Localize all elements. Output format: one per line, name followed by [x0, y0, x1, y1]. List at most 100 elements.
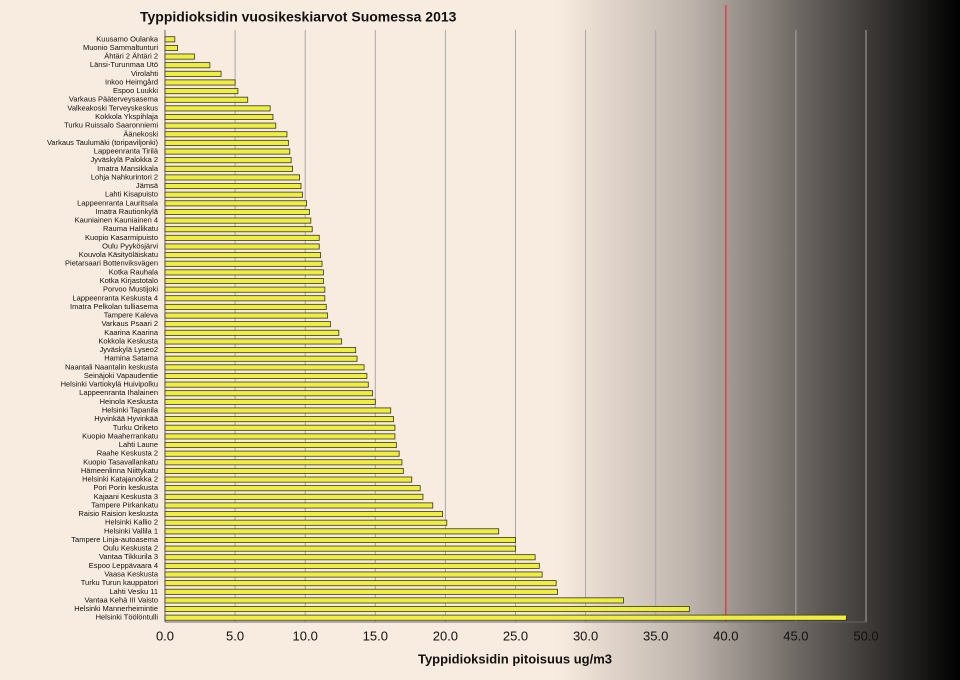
y-tick-label: Ähtäri 2 Ähtäri 2	[104, 52, 158, 61]
chart-title: Typpidioksidin vuosikeskiarvot Suomessa …	[140, 9, 457, 25]
y-tick-label: Kotka Rauhala	[109, 267, 159, 276]
y-tick-label: Imatra Rautionkylä	[95, 207, 158, 216]
bar	[164, 44, 179, 51]
bar	[164, 269, 324, 276]
y-tick-label: Jyväskylä Palokka 2	[90, 155, 158, 164]
bar	[164, 208, 310, 215]
y-tick-label: Lappeenranta Keskusta 4	[73, 293, 158, 302]
bar	[164, 62, 211, 69]
bar	[164, 450, 400, 457]
bar	[164, 312, 329, 319]
y-tick-label: Helsinki Vallila 1	[104, 526, 158, 535]
y-tick-label: Kuusamo Oulanka	[96, 34, 159, 43]
bar	[164, 493, 424, 500]
y-tick-label: Kouvola Käsityöläiskatu	[79, 250, 158, 259]
y-tick-label: Vantaa Tikkurila 3	[99, 552, 158, 561]
y-tick-label: Lappeenranta Lauritsala	[77, 198, 159, 207]
bar	[164, 131, 288, 138]
y-tick-label: Muonio Sammaltunturi	[83, 43, 158, 52]
bar	[164, 200, 308, 207]
y-tick-label: Helsinki Mannerheimintie	[74, 604, 158, 613]
y-tick-label: Lappeenranta Tirilä	[94, 147, 159, 156]
y-tick-label: Helsinki Töölöntulli	[96, 613, 159, 622]
y-tick-label: Imatra Mansikkala	[97, 164, 159, 173]
bar	[164, 88, 239, 95]
y-tick-label: Valkeakoski Terveyskeskus	[67, 103, 158, 112]
bar	[164, 234, 320, 241]
y-tick-label: Jyväskylä Lyseo2	[100, 345, 159, 354]
x-tick-label: 10.0	[293, 628, 318, 643]
bar	[164, 459, 403, 466]
y-tick-label: Heinola Keskusta	[100, 397, 159, 406]
bar	[164, 485, 421, 492]
bar	[164, 122, 277, 129]
y-tick-label: Kajaani Keskusta 3	[94, 492, 158, 501]
y-tick-label: Varkaus Psaari 2	[101, 319, 158, 328]
bar	[164, 303, 327, 310]
bar	[164, 511, 443, 518]
y-tick-label: Virolahti	[131, 69, 158, 78]
bar	[164, 476, 413, 483]
bar	[164, 519, 448, 526]
bar	[164, 545, 516, 552]
x-tick-label: 50.0	[853, 628, 878, 643]
x-tick-label: 20.0	[433, 628, 458, 643]
y-tick-label: Turku Oriketo	[113, 423, 158, 432]
y-tick-label: Lahti Kisapuisto	[105, 190, 158, 199]
bar	[164, 338, 343, 345]
y-tick-label: Helsinki Vartiokylä Huivipolku	[61, 380, 158, 389]
y-tick-label: Äänekoski	[123, 129, 158, 138]
bar	[164, 372, 368, 379]
y-tick-label: Imatra Pelkolan tulliasema	[70, 302, 159, 311]
bar	[164, 295, 326, 302]
bar	[164, 157, 292, 164]
x-tick-label: 30.0	[573, 628, 598, 643]
bar	[164, 321, 331, 328]
x-tick-label: 40.0	[713, 628, 738, 643]
y-tick-label: Seinäjoki Vapaudentie	[84, 371, 158, 380]
y-tick-label: Turku Turun kauppatori	[81, 578, 159, 587]
bar	[164, 286, 326, 293]
bar	[164, 105, 271, 112]
y-tick-label: Hämeenlinna Niittykatu	[81, 466, 158, 475]
bar	[164, 355, 358, 362]
bar	[164, 226, 313, 233]
bar	[164, 96, 249, 103]
x-tick-label: 15.0	[363, 628, 388, 643]
x-tick-label: 35.0	[643, 628, 668, 643]
y-tick-label: Tampere Pirkankatu	[91, 500, 158, 509]
y-tick-label: Hyvinkää Hyvinkää	[94, 414, 159, 423]
y-tick-label: Espoo Luukki	[113, 86, 158, 95]
y-tick-label: Tampere Kaleva	[104, 311, 159, 320]
y-tick-label: Lahti Vesku 11	[109, 587, 158, 596]
bar	[164, 217, 312, 224]
y-tick-label: Oulu Pyykösjärvi	[102, 241, 158, 250]
bar	[164, 252, 322, 259]
bar	[164, 79, 236, 86]
x-tick-label: 45.0	[783, 628, 808, 643]
bar	[164, 139, 289, 146]
bar	[164, 165, 293, 172]
y-tick-label: Kokkola Ykspihlaja	[95, 112, 159, 121]
y-tick-label: Kauniainen Kauniainen 4	[75, 216, 158, 225]
bar	[164, 36, 176, 43]
y-tick-label: Pietarsaari Bottenviksvägen	[65, 259, 158, 268]
bar	[164, 329, 340, 336]
y-tick-label: Kuopio Kasarmipuisto	[85, 233, 158, 242]
y-tick-label: Jämsä	[136, 181, 159, 190]
bar	[164, 614, 847, 621]
bar	[164, 53, 195, 60]
y-tick-label: Espoo Leppävaara 4	[89, 561, 158, 570]
bar	[164, 243, 320, 250]
bar	[164, 588, 558, 595]
y-tick-label: Kotka Kirjastotalo	[100, 276, 158, 285]
y-tick-label: Turku Ruissalo Saaronniemi	[64, 121, 158, 130]
y-tick-label: Raahe Keskusta 2	[97, 449, 158, 458]
y-tick-label: Kokkola Keskusta	[98, 336, 158, 345]
y-tick-label: Lappeenranta Ihalainen	[79, 388, 158, 397]
y-tick-label: Pori Porin keskusta	[93, 483, 158, 492]
y-tick-label: Kaarina Kaarina	[104, 328, 159, 337]
bar	[164, 606, 690, 613]
